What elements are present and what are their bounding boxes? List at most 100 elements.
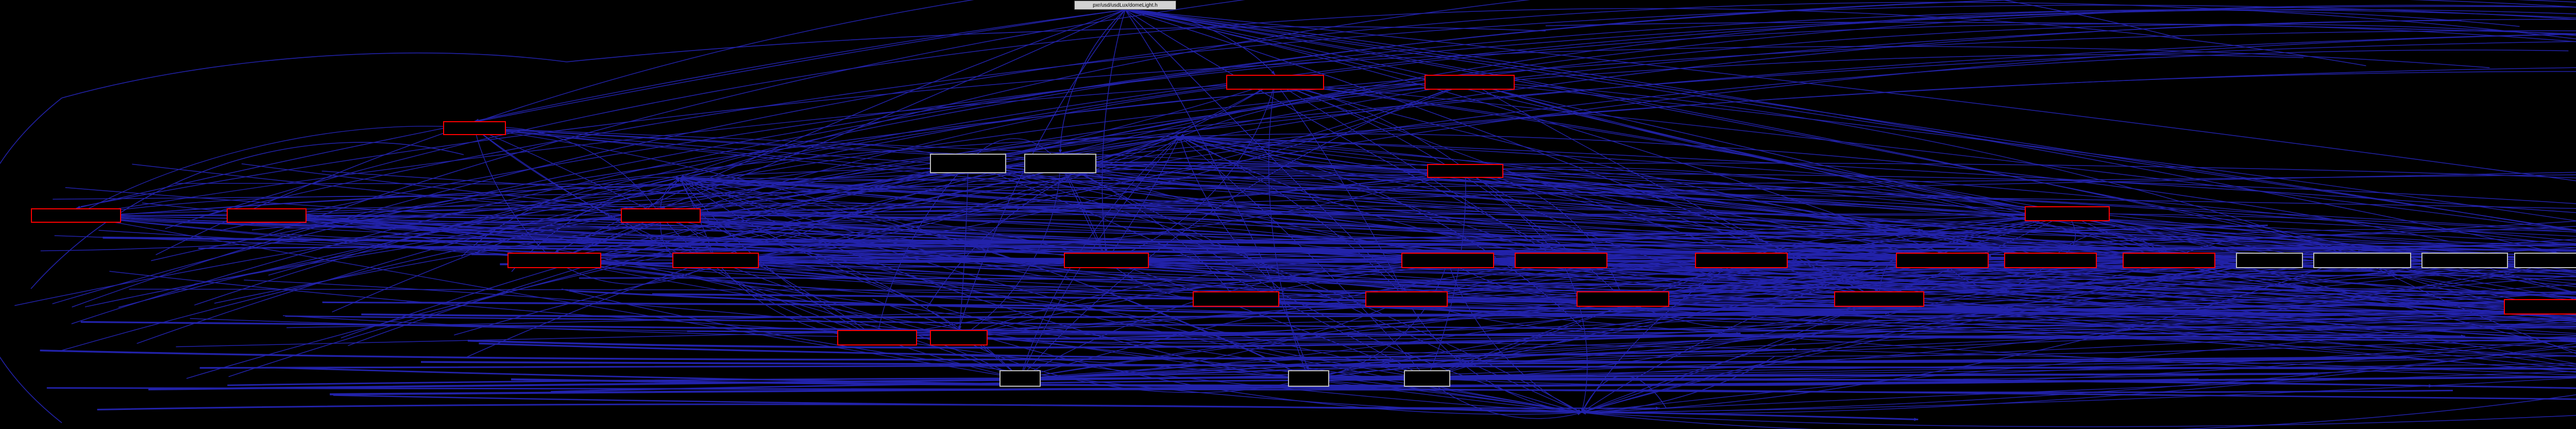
graph-edge bbox=[1741, 260, 2576, 341]
graph-node-n30[interactable] bbox=[1193, 291, 1279, 307]
graph-node-n01[interactable] bbox=[1226, 75, 1324, 90]
graph-edge bbox=[151, 135, 1180, 261]
graph-edge bbox=[270, 367, 2453, 393]
graph-edge bbox=[2464, 259, 2576, 272]
graph-edge bbox=[1581, 343, 2576, 415]
graph-edge bbox=[1469, 81, 2067, 214]
graph-node-n31[interactable] bbox=[1365, 291, 1448, 307]
graph-node-n09[interactable] bbox=[621, 208, 701, 223]
graph-node-n23[interactable] bbox=[2514, 253, 2576, 268]
graph-edge bbox=[1581, 355, 1776, 415]
graph-edge bbox=[1106, 260, 2465, 288]
graph-edge bbox=[474, 127, 1021, 379]
graph-edge bbox=[474, 127, 2576, 231]
graph-node-n18[interactable] bbox=[2004, 253, 2097, 268]
graph-node-n16[interactable] bbox=[1695, 253, 1788, 268]
graph-node-n04[interactable] bbox=[930, 154, 1006, 173]
graph-node-n22[interactable] bbox=[2421, 253, 2508, 268]
graph-edge bbox=[958, 163, 1061, 338]
graph-edge bbox=[1060, 161, 2051, 261]
graph-edge bbox=[680, 176, 2576, 252]
graph-edge bbox=[76, 195, 661, 217]
graph-edge bbox=[554, 81, 1470, 262]
graph-edge bbox=[1060, 163, 1466, 189]
graph-edge bbox=[554, 259, 1021, 379]
graph-edge bbox=[1020, 299, 1407, 379]
graph-node-n02[interactable] bbox=[1425, 75, 1515, 90]
graph-node-n15[interactable] bbox=[1515, 253, 1607, 268]
graph-edge bbox=[474, 127, 1309, 379]
graph-edge bbox=[680, 177, 1043, 277]
graph-node-n21[interactable] bbox=[2313, 253, 2411, 268]
graph-node-n29[interactable] bbox=[930, 330, 988, 345]
graph-edge bbox=[1942, 259, 2576, 334]
graph-node-n34[interactable] bbox=[2504, 299, 2576, 315]
graph-edge bbox=[566, 26, 1546, 62]
graph-edge bbox=[1179, 136, 1407, 300]
graph-node-n11[interactable] bbox=[507, 253, 601, 268]
graph-edge bbox=[715, 81, 1470, 261]
graph-edge bbox=[1581, 260, 2170, 413]
graph-edge bbox=[680, 176, 1742, 261]
graph-node-n08[interactable] bbox=[227, 208, 307, 223]
graph-edge bbox=[1465, 170, 2576, 310]
graph-edge bbox=[652, 293, 2349, 317]
graph-edge bbox=[551, 378, 2433, 392]
graph-edge bbox=[680, 177, 1309, 379]
graph-edge bbox=[1179, 135, 2576, 213]
graph-edge bbox=[2067, 213, 2576, 233]
graph-node-n33[interactable] bbox=[1834, 291, 1924, 307]
graph-edge bbox=[1581, 411, 2576, 427]
graph-node-n05[interactable] bbox=[1024, 154, 1096, 173]
graph-node-n06[interactable] bbox=[1427, 164, 1503, 178]
graph-node-n12[interactable] bbox=[672, 253, 759, 268]
graph-node-n14[interactable] bbox=[1401, 253, 1494, 268]
graph-edge bbox=[687, 330, 2576, 342]
graph-edge bbox=[680, 177, 817, 242]
graph-edge bbox=[1942, 259, 2576, 316]
graph-edge bbox=[680, 177, 877, 338]
graph-edge bbox=[1465, 170, 1879, 300]
graph-edge bbox=[1581, 213, 2067, 413]
graph-edge bbox=[1179, 136, 1284, 292]
graph-node-n40[interactable] bbox=[1404, 370, 1450, 387]
graph-edge bbox=[680, 176, 2115, 234]
graph-edge bbox=[1879, 298, 2576, 356]
graph-edge bbox=[474, 9, 1126, 122]
graph-node-n38[interactable] bbox=[999, 370, 1041, 387]
graph-edge bbox=[58, 19, 2576, 352]
graph-node-n07[interactable] bbox=[31, 208, 121, 223]
graph-node-n32[interactable] bbox=[1577, 291, 1669, 307]
graph-edge bbox=[1125, 9, 2576, 230]
graph-edge bbox=[680, 177, 1070, 338]
graph-edge bbox=[76, 80, 1276, 216]
graph-edge bbox=[1308, 319, 2576, 379]
graph-edge bbox=[420, 361, 2576, 370]
graph-root-node[interactable]: pxr/usd/usdLux/domeLight.h bbox=[1074, 1, 1176, 10]
graph-node-n28[interactable] bbox=[837, 330, 917, 345]
graph-edge bbox=[30, 142, 464, 289]
graph-edge bbox=[1545, 22, 2576, 35]
graph-edge bbox=[660, 215, 2576, 378]
graph-edge bbox=[554, 81, 1276, 261]
graph-edge bbox=[1106, 249, 2270, 261]
graph-edge bbox=[76, 9, 1126, 209]
graph-edge bbox=[1581, 377, 2576, 415]
graph-node-n39[interactable] bbox=[1288, 370, 1329, 387]
graph-node-n19[interactable] bbox=[2123, 253, 2215, 268]
graph-node-n17[interactable] bbox=[1896, 253, 1989, 268]
graph-edge bbox=[1447, 260, 2576, 319]
graph-edge bbox=[569, 290, 1890, 317]
graph-node-n03[interactable] bbox=[443, 121, 506, 135]
graph-edge bbox=[14, 41, 2576, 306]
graph-edge bbox=[2067, 213, 2465, 276]
graph-node-n10[interactable] bbox=[2025, 206, 2110, 221]
graph-node-n20[interactable] bbox=[2236, 253, 2303, 268]
graph-edge bbox=[579, 277, 2010, 293]
graph-edge bbox=[1581, 260, 1742, 413]
graph-edge bbox=[76, 215, 1236, 301]
graph-node-n13[interactable] bbox=[1064, 253, 1149, 268]
graph-edge bbox=[1125, 9, 1276, 75]
